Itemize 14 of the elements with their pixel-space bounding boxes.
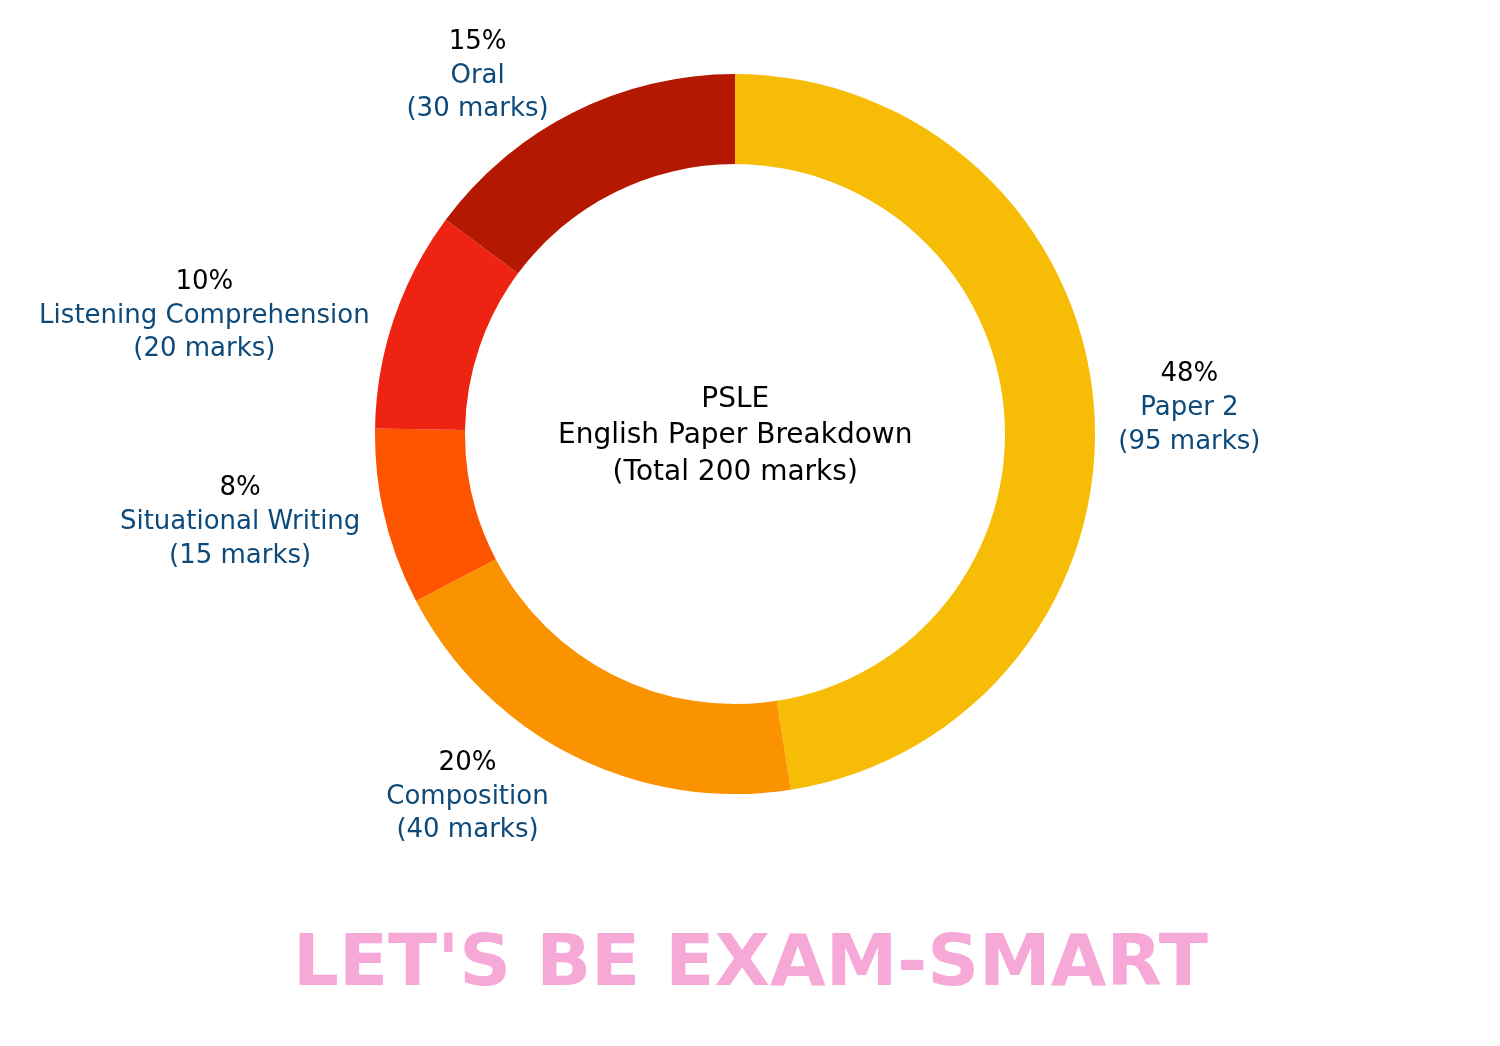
data-label: 20% (438, 745, 497, 776)
slice-label: Listening Comprehension (20 marks) (39, 298, 370, 363)
data-label: 8% (219, 471, 261, 502)
slice-label: Composition (40 marks) (386, 779, 549, 844)
donut-slice (375, 219, 519, 430)
donut-slice (375, 428, 496, 602)
slice-label: Situational Writing (15 marks) (119, 504, 361, 569)
text: LET'S BE EXAM-SMART (293, 918, 1208, 1002)
data-label: 48% (1160, 357, 1219, 388)
slice-label: Paper 2 (95 marks) (1118, 390, 1261, 455)
text: PSLE English Paper Breakdown (Total 200 marks) (558, 381, 913, 487)
slice-label: Oral (30 marks) (406, 58, 549, 123)
data-label: 10% (175, 264, 234, 295)
data-label: 15% (448, 24, 507, 55)
